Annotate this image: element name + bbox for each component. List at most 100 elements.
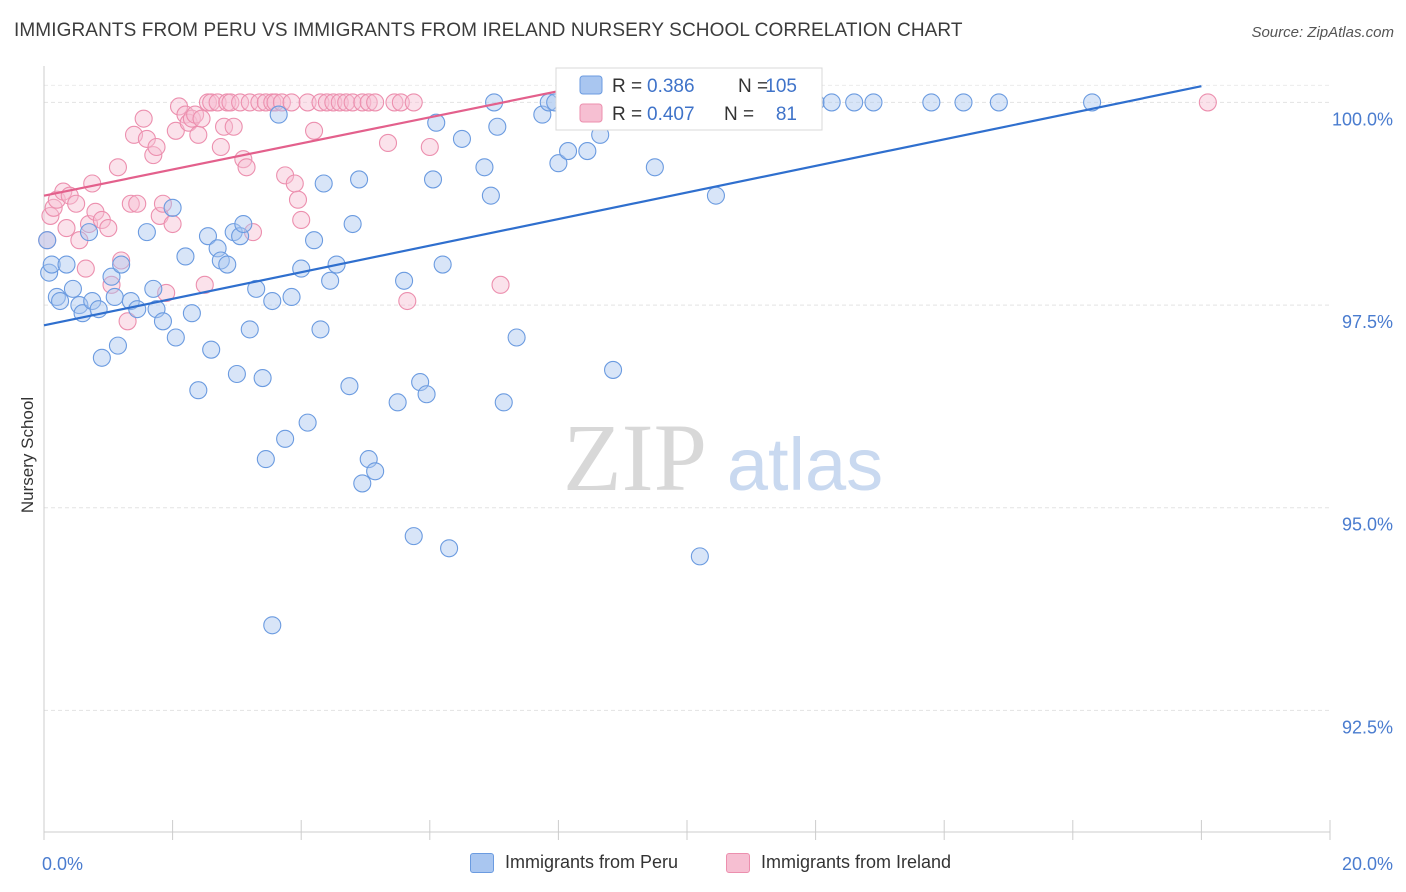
point-ireland (1198, 93, 1217, 112)
point-peru (645, 158, 664, 177)
point-ireland (76, 259, 95, 278)
point-peru (234, 214, 253, 234)
stats-r-value-ireland: 0.407 (647, 104, 695, 125)
stats-r-label-peru: R = (612, 76, 642, 97)
point-peru (79, 223, 99, 242)
point-peru (102, 267, 121, 286)
legend-item-ireland[interactable]: Immigrants from Ireland (726, 852, 951, 873)
stats-n-label-peru: N = (738, 76, 768, 97)
point-peru (144, 279, 163, 298)
point-ireland (208, 93, 227, 112)
point-peru (42, 255, 61, 274)
point-ireland (108, 158, 127, 177)
point-peru (989, 93, 1008, 112)
point-ireland (192, 109, 211, 128)
point-ireland (202, 93, 221, 112)
point-ireland (398, 291, 417, 311)
point-peru (423, 170, 443, 189)
point-peru (1083, 93, 1102, 112)
point-peru (137, 223, 156, 242)
point-peru (578, 142, 597, 161)
point-ireland (305, 121, 324, 140)
point-ireland (359, 93, 378, 112)
point-peru (153, 312, 173, 331)
point-peru (63, 279, 82, 298)
point-peru (481, 186, 500, 205)
point-peru (253, 368, 272, 388)
series-legend: Immigrants from Peru Immigrants from Ire… (0, 852, 1406, 878)
point-peru (507, 328, 526, 347)
point-peru (864, 93, 883, 112)
point-peru (321, 271, 340, 290)
point-ireland (343, 93, 362, 112)
point-peru (314, 174, 333, 193)
point-peru (256, 450, 275, 469)
point-peru (163, 198, 182, 217)
point-peru (340, 377, 359, 396)
stats-legend-swatch-ireland (579, 103, 603, 123)
stats-r-value-peru: 0.386 (647, 76, 695, 97)
point-peru (343, 214, 362, 234)
stats-n-value-ireland: 81 (776, 104, 797, 125)
point-peru (218, 255, 237, 274)
x-tick-label: 0.0% (42, 854, 83, 874)
point-peru (706, 186, 725, 205)
point-peru (240, 320, 259, 339)
point-ireland (221, 93, 240, 112)
point-ireland (147, 137, 166, 157)
point-peru (263, 291, 282, 311)
point-ireland (240, 93, 259, 112)
point-peru (92, 348, 111, 367)
point-ireland (353, 93, 372, 112)
point-peru (202, 340, 221, 359)
point-peru (388, 393, 407, 412)
point-ireland (404, 93, 423, 112)
legend-swatch-peru (470, 852, 494, 873)
trend-line-ireland (43, 77, 623, 197)
legend-label-peru: Immigrants from Peru (505, 852, 679, 872)
point-ireland (189, 125, 208, 144)
point-ireland (288, 190, 308, 209)
point-peru (433, 255, 452, 274)
chart-title: IMMIGRANTS FROM PERU VS IMMIGRANTS FROM … (14, 20, 963, 41)
point-peru (276, 429, 295, 448)
point-ireland (256, 93, 275, 112)
point-peru (51, 291, 70, 311)
stats-legend: R = 0.386 N = 105 R = 0.407 N = 81 (555, 67, 823, 131)
point-peru (845, 93, 864, 112)
point-peru (198, 227, 218, 246)
point-peru (366, 462, 385, 481)
point-peru (488, 117, 507, 136)
point-peru (189, 381, 208, 400)
point-ireland (195, 275, 214, 294)
tick-labels: 92.5% 95.0% 97.5% 100.0% 0.0% 20.0% (42, 109, 1393, 874)
x-tick-label: 20.0% (1342, 854, 1393, 874)
watermark-zip: ZIP (563, 404, 707, 511)
point-ireland (337, 93, 356, 112)
point-peru (247, 279, 266, 298)
legend-swatch-ireland (726, 852, 750, 873)
point-peru (549, 154, 568, 173)
point-peru (452, 129, 472, 148)
point-ireland (67, 194, 86, 213)
point-peru (822, 93, 841, 112)
point-ireland (317, 93, 336, 112)
point-ireland (491, 275, 510, 294)
point-peru (38, 231, 57, 250)
point-peru (227, 364, 246, 384)
legend-item-peru[interactable]: Immigrants from Peru (470, 852, 678, 873)
point-ireland (121, 194, 140, 213)
point-peru (263, 616, 282, 635)
stats-r-label-ireland: R = (612, 104, 642, 125)
point-ireland (153, 194, 173, 213)
point-ireland (292, 210, 311, 230)
y-tick-label: 95.0% (1342, 515, 1393, 535)
point-ireland (282, 93, 301, 112)
point-ireland (311, 93, 330, 112)
watermark-atlas: atlas (727, 423, 883, 506)
point-peru (604, 360, 623, 379)
point-peru (404, 527, 423, 546)
point-peru (128, 300, 147, 319)
point-peru (166, 328, 185, 347)
